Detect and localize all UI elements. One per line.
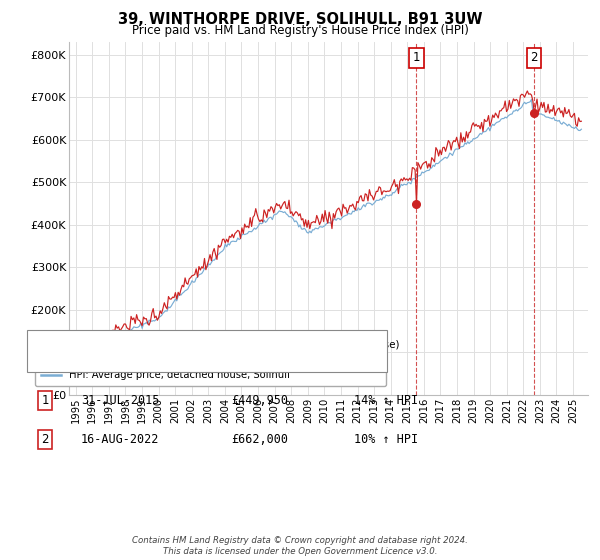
- Text: 2: 2: [41, 433, 49, 446]
- Text: 14% ↑ HPI: 14% ↑ HPI: [354, 394, 418, 407]
- Text: ——: ——: [51, 338, 76, 351]
- Text: 39, WINTHORPE DRIVE, SOLIHULL, B91 3UW (detached house): 39, WINTHORPE DRIVE, SOLIHULL, B91 3UW (…: [75, 339, 400, 349]
- Text: 39, WINTHORPE DRIVE, SOLIHULL, B91 3UW: 39, WINTHORPE DRIVE, SOLIHULL, B91 3UW: [118, 12, 482, 27]
- Text: Contains HM Land Registry data © Crown copyright and database right 2024.
This d: Contains HM Land Registry data © Crown c…: [132, 536, 468, 556]
- Text: £449,950: £449,950: [231, 394, 288, 407]
- Text: Price paid vs. HM Land Registry's House Price Index (HPI): Price paid vs. HM Land Registry's House …: [131, 24, 469, 36]
- Text: ——: ——: [51, 352, 76, 365]
- Text: 10% ↑ HPI: 10% ↑ HPI: [354, 433, 418, 446]
- Text: 1: 1: [413, 52, 420, 64]
- Text: £662,000: £662,000: [231, 433, 288, 446]
- Legend: 39, WINTHORPE DRIVE, SOLIHULL, B91 3UW (detached house), HPI: Average price, det: 39, WINTHORPE DRIVE, SOLIHULL, B91 3UW (…: [35, 349, 386, 386]
- Text: HPI: Average price, detached house, Solihull: HPI: Average price, detached house, Soli…: [75, 353, 306, 363]
- Text: 1: 1: [41, 394, 49, 407]
- Text: 16-AUG-2022: 16-AUG-2022: [81, 433, 160, 446]
- Text: 31-JUL-2015: 31-JUL-2015: [81, 394, 160, 407]
- Text: 2: 2: [530, 52, 538, 64]
